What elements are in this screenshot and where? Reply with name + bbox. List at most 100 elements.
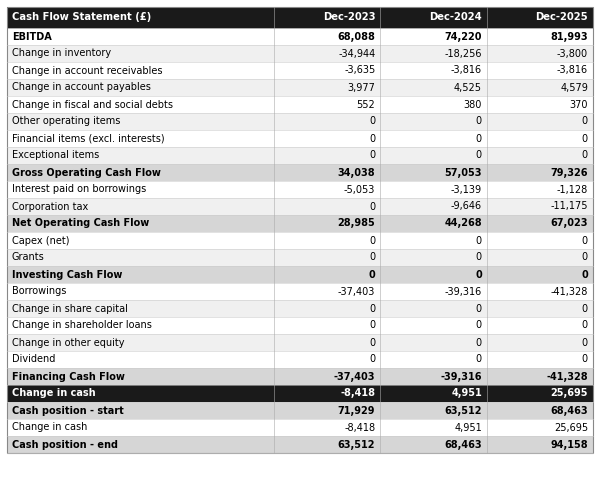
Bar — [7, 402, 593, 419]
Bar — [7, 7, 593, 28]
Text: 71,929: 71,929 — [338, 406, 375, 416]
Text: Net Operating Cash Flow: Net Operating Cash Flow — [12, 219, 149, 229]
Text: 79,326: 79,326 — [551, 168, 588, 178]
Bar — [7, 164, 593, 181]
Text: EBITDA: EBITDA — [12, 32, 52, 42]
Text: -8,418: -8,418 — [340, 388, 375, 398]
Text: 0: 0 — [476, 304, 482, 313]
Text: 0: 0 — [476, 236, 482, 246]
Text: 0: 0 — [369, 201, 375, 211]
Text: Grants: Grants — [12, 252, 45, 262]
Text: -37,403: -37,403 — [334, 372, 375, 381]
Text: Interest paid on borrowings: Interest paid on borrowings — [12, 185, 146, 194]
Text: 380: 380 — [464, 100, 482, 110]
Text: 57,053: 57,053 — [445, 168, 482, 178]
Bar — [7, 385, 593, 402]
Bar — [7, 249, 593, 266]
Text: 0: 0 — [369, 252, 375, 262]
Bar — [7, 283, 593, 300]
Text: 0: 0 — [476, 117, 482, 126]
Text: Change in account receivables: Change in account receivables — [12, 65, 163, 75]
Text: 4,579: 4,579 — [560, 82, 588, 92]
Text: -41,328: -41,328 — [547, 372, 588, 381]
Text: 0: 0 — [582, 150, 588, 161]
Text: Cash position - end: Cash position - end — [12, 439, 118, 449]
Text: Change in account payables: Change in account payables — [12, 82, 151, 92]
Text: 0: 0 — [582, 320, 588, 330]
Text: Change in shareholder loans: Change in shareholder loans — [12, 320, 152, 330]
Bar — [7, 419, 593, 436]
Text: Exceptional items: Exceptional items — [12, 150, 99, 161]
Text: 4,951: 4,951 — [451, 388, 482, 398]
Text: 0: 0 — [582, 117, 588, 126]
Bar — [7, 147, 593, 164]
Text: -5,053: -5,053 — [344, 185, 375, 194]
Text: 4,951: 4,951 — [454, 423, 482, 433]
Text: Change in fiscal and social debts: Change in fiscal and social debts — [12, 100, 173, 110]
Text: Dividend: Dividend — [12, 355, 55, 365]
Text: 0: 0 — [369, 236, 375, 246]
Text: 0: 0 — [369, 320, 375, 330]
Bar — [7, 96, 593, 113]
Text: 0: 0 — [582, 355, 588, 365]
Bar — [7, 368, 593, 385]
Text: -1,128: -1,128 — [557, 185, 588, 194]
Text: -3,800: -3,800 — [557, 49, 588, 59]
Bar — [7, 181, 593, 198]
Text: Change in cash: Change in cash — [12, 388, 95, 398]
Text: Dec-2023: Dec-2023 — [323, 12, 375, 22]
Bar — [7, 62, 593, 79]
Bar — [7, 198, 593, 215]
Text: 0: 0 — [582, 133, 588, 143]
Text: -3,139: -3,139 — [451, 185, 482, 194]
Text: Change in share capital: Change in share capital — [12, 304, 128, 313]
Text: 67,023: 67,023 — [551, 219, 588, 229]
Text: 28,985: 28,985 — [338, 219, 375, 229]
Text: 552: 552 — [356, 100, 375, 110]
Text: -37,403: -37,403 — [338, 287, 375, 297]
Text: 34,038: 34,038 — [338, 168, 375, 178]
Text: 94,158: 94,158 — [550, 439, 588, 449]
Text: Change in inventory: Change in inventory — [12, 49, 111, 59]
Text: 0: 0 — [476, 337, 482, 348]
Text: 0: 0 — [369, 150, 375, 161]
Text: 0: 0 — [369, 133, 375, 143]
Text: 0: 0 — [476, 320, 482, 330]
Text: Dec-2024: Dec-2024 — [429, 12, 482, 22]
Bar — [7, 7, 593, 453]
Bar — [7, 130, 593, 147]
Text: 0: 0 — [582, 252, 588, 262]
Text: Borrowings: Borrowings — [12, 287, 67, 297]
Text: 0: 0 — [476, 150, 482, 161]
Text: 0: 0 — [476, 355, 482, 365]
Text: -9,646: -9,646 — [451, 201, 482, 211]
Text: 0: 0 — [476, 133, 482, 143]
Text: 0: 0 — [582, 236, 588, 246]
Text: Change in cash: Change in cash — [12, 423, 88, 433]
Bar — [7, 113, 593, 130]
Text: Gross Operating Cash Flow: Gross Operating Cash Flow — [12, 168, 161, 178]
Text: 68,088: 68,088 — [337, 32, 375, 42]
Text: 0: 0 — [369, 355, 375, 365]
Text: -41,328: -41,328 — [551, 287, 588, 297]
Text: Other operating items: Other operating items — [12, 117, 121, 126]
Text: 4,525: 4,525 — [454, 82, 482, 92]
Bar — [7, 232, 593, 249]
Bar — [7, 215, 593, 232]
Text: 25,695: 25,695 — [554, 423, 588, 433]
Text: Financial items (excl. interests): Financial items (excl. interests) — [12, 133, 164, 143]
Text: -3,816: -3,816 — [557, 65, 588, 75]
Text: Cash Flow Statement (£): Cash Flow Statement (£) — [12, 12, 151, 22]
Text: -3,816: -3,816 — [451, 65, 482, 75]
Text: 0: 0 — [369, 337, 375, 348]
Text: -39,316: -39,316 — [445, 287, 482, 297]
Text: 0: 0 — [369, 304, 375, 313]
Bar — [7, 300, 593, 317]
Text: 0: 0 — [475, 269, 482, 280]
Text: 0: 0 — [369, 117, 375, 126]
Text: 68,463: 68,463 — [445, 439, 482, 449]
Text: 370: 370 — [569, 100, 588, 110]
Text: -11,175: -11,175 — [551, 201, 588, 211]
Text: -3,635: -3,635 — [344, 65, 375, 75]
Text: Dec-2025: Dec-2025 — [535, 12, 588, 22]
